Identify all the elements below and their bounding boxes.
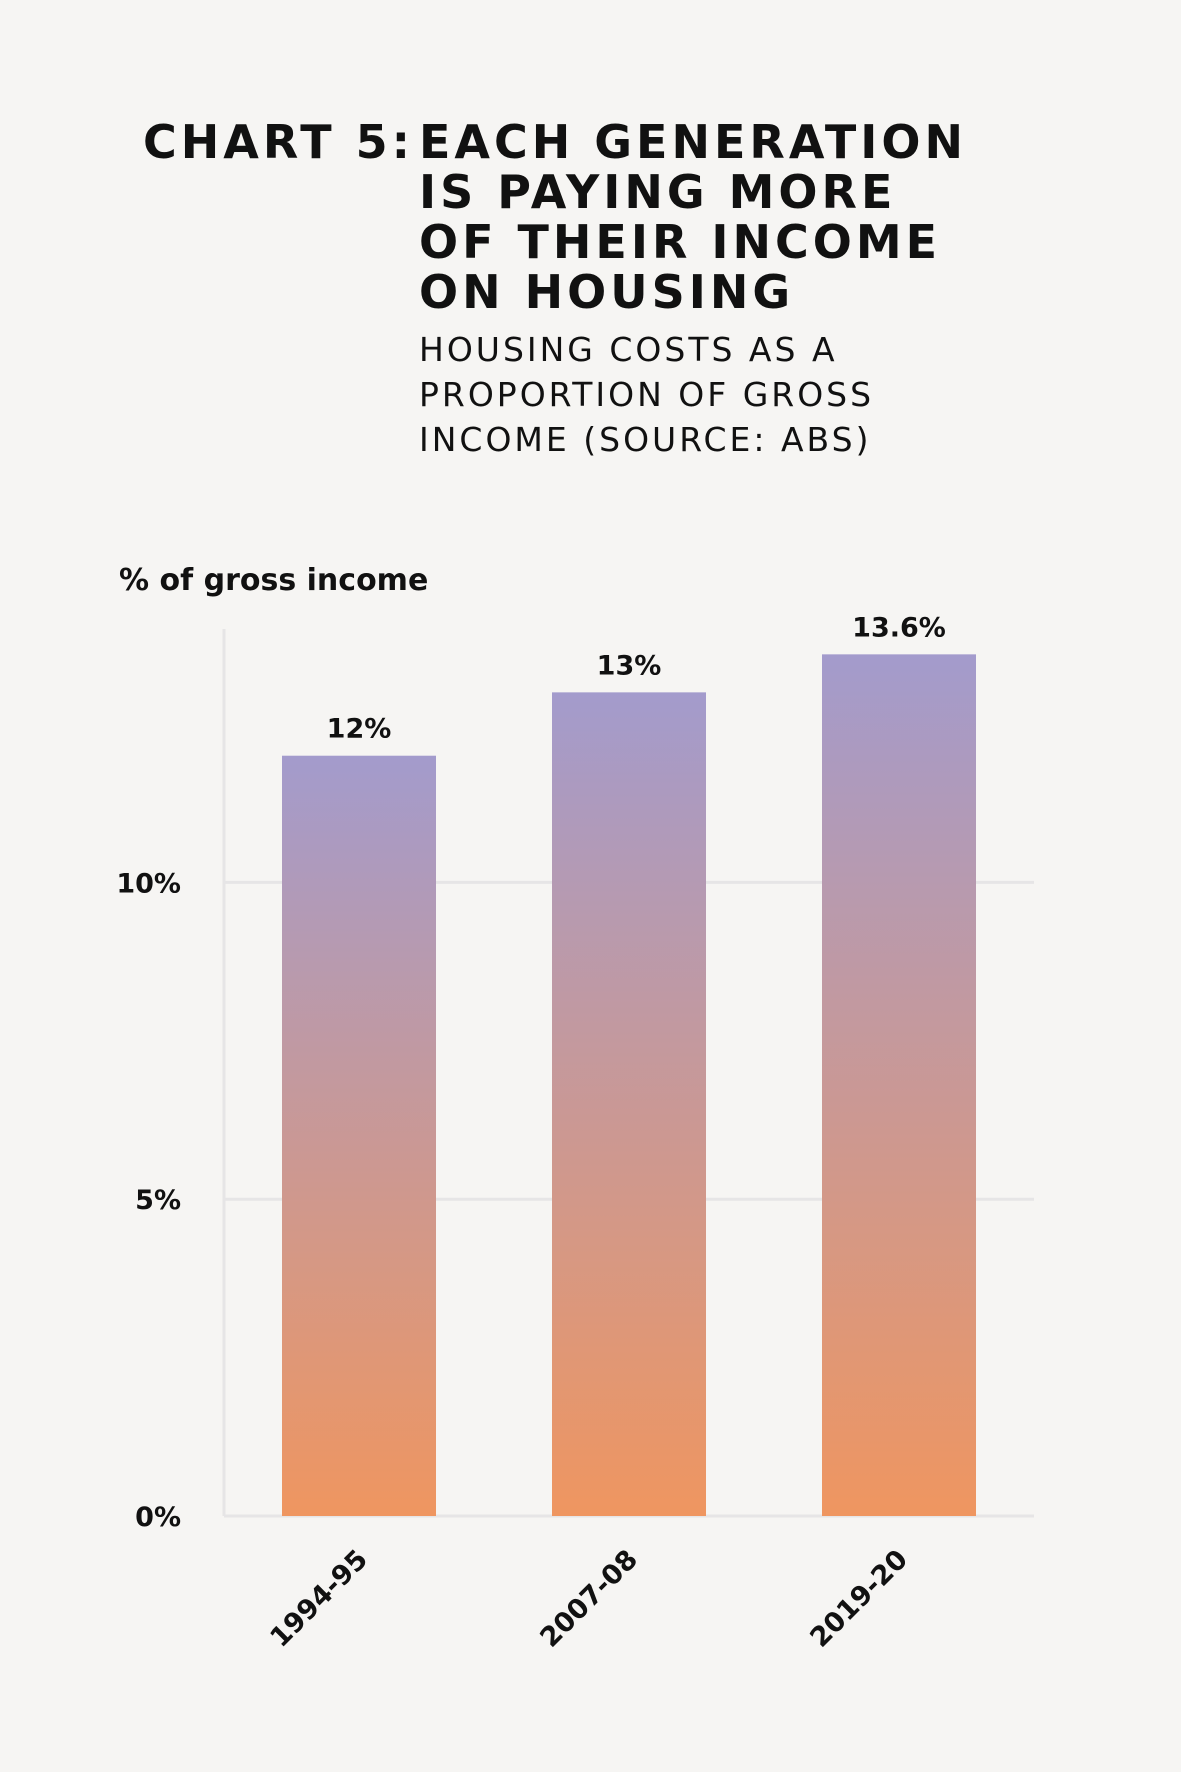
value-label: 13.6% [852,612,946,643]
y-tick-label: 5% [135,1185,181,1216]
chart-title: IS PAYING MORE [419,165,896,219]
y-tick-label: 0% [135,1502,181,1533]
value-label: 13% [597,650,662,681]
chart-subtitle: PROPORTION OF GROSS [419,375,874,414]
x-tick-label: 2007-08 [534,1544,644,1654]
value-label: 12% [327,714,392,745]
y-tick-label: 10% [116,868,181,899]
chart-title: ON HOUSING [419,265,794,319]
chart-subtitle: INCOME (SOURCE: ABS) [419,420,871,459]
chart-subtitle: HOUSING COSTS AS A [419,330,838,369]
chart-title: EACH GENERATION [419,115,967,169]
y-axis-label: % of gross income [119,563,428,598]
bar [552,692,706,1516]
x-tick-label: 1994-95 [264,1544,374,1654]
bar [822,654,976,1516]
chart-title-prefix: CHART 5: [143,115,414,169]
bar [282,755,436,1516]
x-tick-label: 2019-20 [804,1544,914,1654]
chart-title: OF THEIR INCOME [419,215,941,269]
